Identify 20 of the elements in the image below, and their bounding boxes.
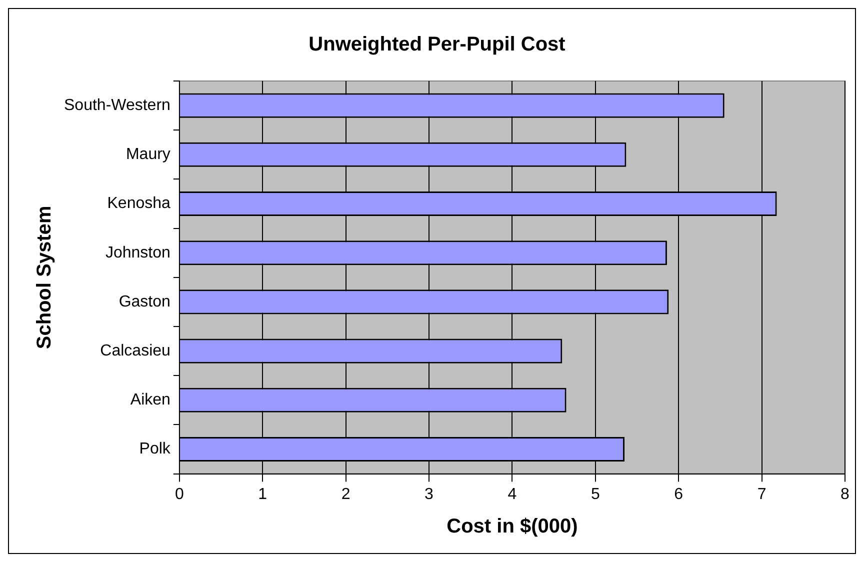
x-tick-label: 3 xyxy=(424,486,434,503)
x-tick-label: 2 xyxy=(341,486,350,503)
y-tick-label: South-Western xyxy=(64,96,170,114)
y-tick-label: Maury xyxy=(126,146,170,164)
y-tick-label: Calcasieu xyxy=(100,342,170,360)
x-tick-label: 5 xyxy=(590,486,600,503)
x-tick-label: 8 xyxy=(840,486,850,503)
y-tick-label: Polk xyxy=(139,440,172,458)
y-axis-title: School System xyxy=(34,206,56,350)
chart-title: Unweighted Per-Pupil Cost xyxy=(308,34,566,56)
x-tick-label: 4 xyxy=(508,486,517,503)
x-tick-label: 1 xyxy=(258,486,268,503)
y-tick-label: Aiken xyxy=(130,392,170,409)
y-tick-label: Gaston xyxy=(118,293,170,310)
y-tick-label: Kenosha xyxy=(107,195,171,212)
x-axis-title: Cost in $(000) xyxy=(446,516,578,538)
x-tick-label: 6 xyxy=(674,486,684,503)
x-tick-label: 7 xyxy=(757,486,766,503)
x-tick-label: 0 xyxy=(174,486,184,503)
y-tick-label: Johnston xyxy=(105,244,170,262)
